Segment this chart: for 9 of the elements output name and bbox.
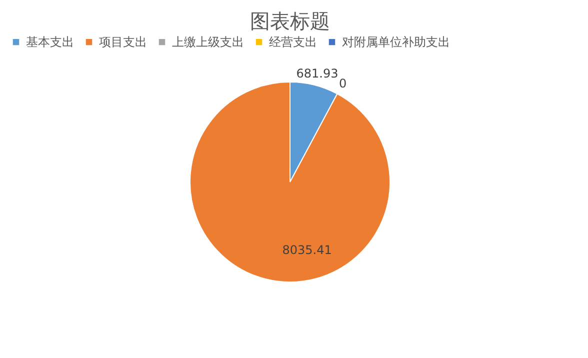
legend-label: 项目支出: [99, 35, 147, 50]
legend-label: 上缴上级支出: [172, 35, 244, 50]
chart-title: 图表标题: [250, 9, 330, 33]
data-label: 681.93: [296, 66, 338, 80]
data-label: 8035.41: [282, 242, 332, 257]
text: 0: [339, 76, 347, 90]
legend-label: 对附属单位补助支出: [342, 35, 450, 50]
legend-label: 基本支出: [26, 35, 74, 50]
legend-label: 经营支出: [269, 35, 317, 50]
